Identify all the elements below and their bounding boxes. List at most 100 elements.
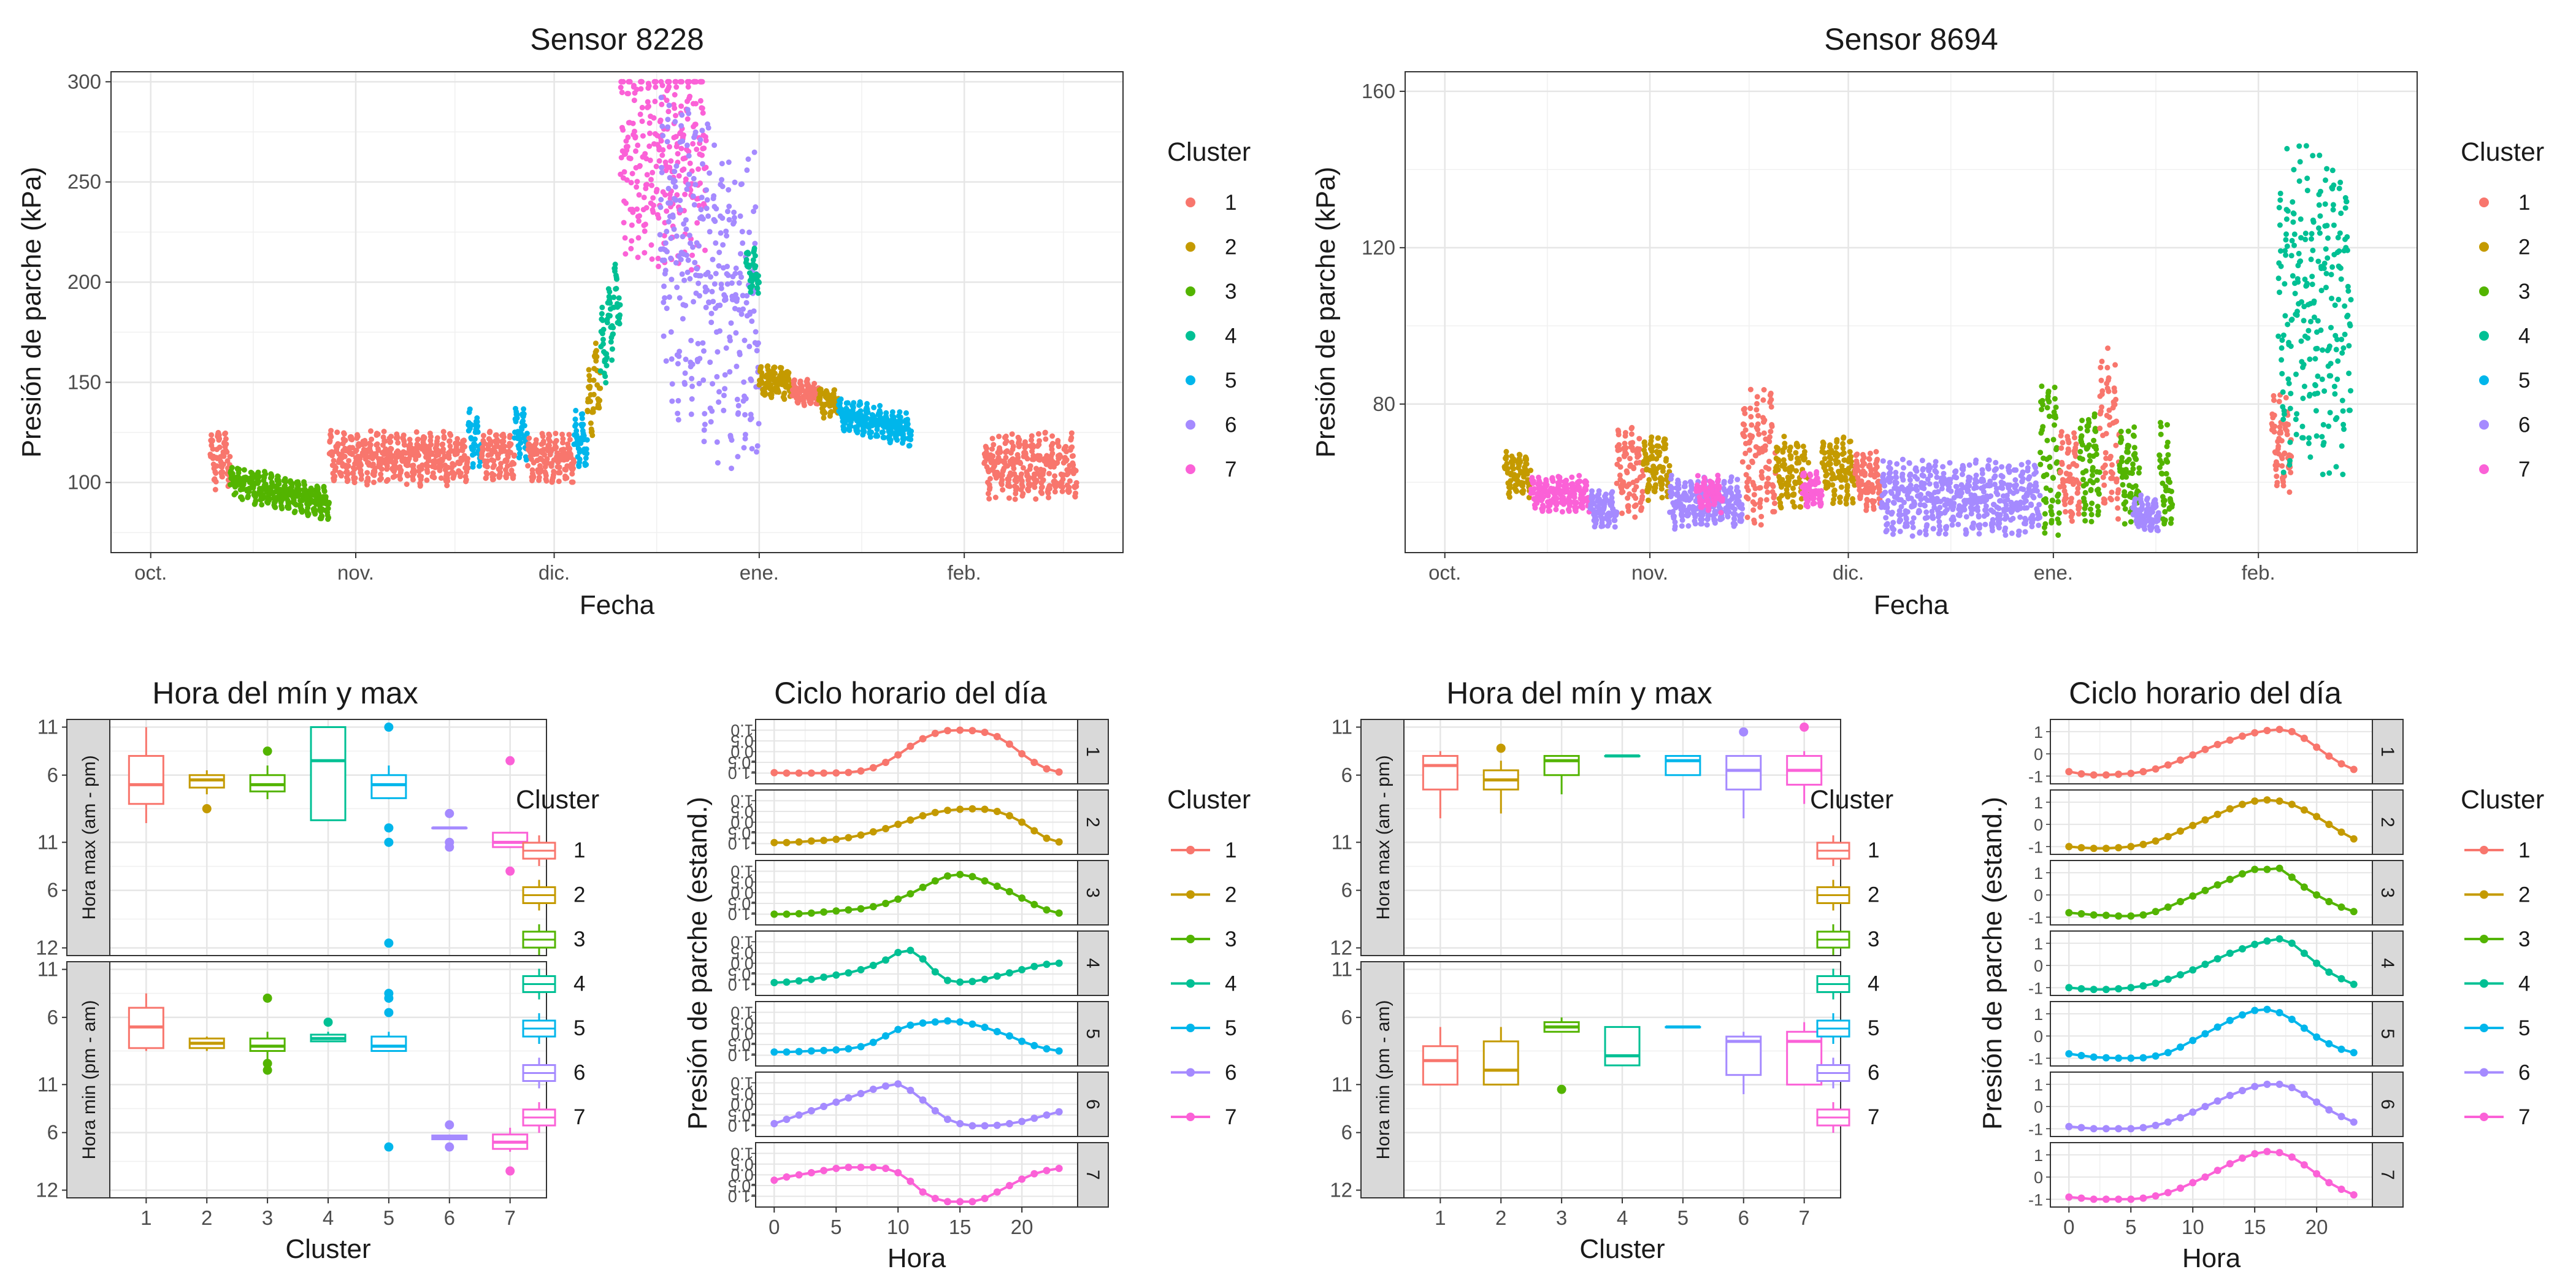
data-point-cluster-3: [2083, 502, 2089, 508]
data-point-cluster-2: [776, 389, 782, 395]
data-point-cluster-1: [328, 434, 334, 440]
data-point-cluster-6: [674, 285, 680, 290]
legend-key-2: [1186, 242, 1195, 252]
data-point-cluster-6: [702, 421, 708, 427]
data-point-cluster-5: [905, 416, 911, 423]
data-point-cluster-6: [2022, 529, 2028, 535]
data-point-cluster-1: [1619, 510, 1625, 516]
data-point-cluster-1: [1623, 445, 1629, 451]
data-point-cluster-2: [772, 370, 778, 377]
data-point-cluster-6: [714, 374, 720, 380]
data-point-cluster-6: [742, 412, 748, 418]
data-point-cluster-6: [717, 302, 723, 309]
data-point-cluster-6: [667, 294, 672, 300]
data-point-cluster-6: [686, 171, 692, 177]
data-point-cluster-1: [334, 429, 340, 435]
data-point-cluster-6: [1917, 508, 1922, 515]
data-point-cluster-1: [1623, 451, 1630, 457]
data-point-cluster-6: [668, 255, 674, 261]
data-point-cluster-2: [1663, 442, 1669, 448]
data-point-cluster-1: [1632, 514, 1638, 520]
legend-title: Cluster: [1167, 137, 1251, 167]
data-point-cluster-6: [2012, 477, 2018, 483]
data-point-cluster-6: [1976, 531, 1982, 537]
data-point-cluster-1: [1027, 463, 1033, 469]
data-point-cluster-7: [648, 177, 654, 183]
x-tick-label: dic.: [539, 561, 570, 584]
data-point-cluster-6: [664, 248, 670, 255]
data-point-cluster-2: [1655, 435, 1662, 441]
data-point-cluster-2: [1660, 464, 1666, 470]
data-point-cluster-5: [838, 396, 844, 402]
data-point-cluster-6: [694, 266, 700, 272]
data-point-cluster-1: [1758, 469, 1765, 475]
data-point-cluster-2: [597, 397, 603, 404]
data-point-cluster-1: [424, 469, 431, 475]
data-point-cluster-6: [702, 411, 708, 416]
data-point-cluster-1: [1052, 473, 1058, 479]
data-point-cluster-1: [1745, 488, 1751, 493]
data-point-cluster-1: [345, 471, 351, 477]
data-point-cluster-7: [640, 133, 646, 139]
data-point-cluster-1: [404, 481, 410, 487]
data-point-cluster-6: [1918, 492, 1924, 497]
data-point-cluster-7: [697, 180, 703, 186]
data-point-cluster-6: [2023, 518, 2029, 524]
data-point-cluster-6: [708, 310, 715, 316]
data-point-cluster-5: [905, 421, 911, 427]
data-point-cluster-7: [657, 117, 664, 123]
data-point-cluster-1: [1630, 440, 1636, 446]
data-point-cluster-1: [1625, 503, 1631, 509]
data-point-cluster-7: [1804, 504, 1811, 510]
data-point-cluster-1: [409, 445, 415, 451]
data-point-cluster-3: [2077, 425, 2083, 431]
data-point-cluster-1: [498, 461, 504, 467]
data-point-cluster-4: [617, 302, 623, 308]
data-point-cluster-6: [2037, 493, 2043, 499]
data-point-cluster-6: [745, 156, 751, 162]
data-point-cluster-6: [737, 351, 743, 358]
data-point-cluster-5: [468, 421, 474, 427]
data-point-cluster-1: [378, 471, 384, 477]
data-point-cluster-7: [625, 91, 631, 97]
data-point-cluster-7: [660, 147, 666, 153]
data-point-cluster-4: [607, 289, 613, 295]
data-point-cluster-1: [1006, 495, 1012, 501]
data-point-cluster-6: [692, 182, 699, 188]
data-point-cluster-1: [1039, 484, 1045, 490]
data-point-cluster-2: [1838, 484, 1844, 490]
data-point-cluster-2: [1792, 504, 1798, 510]
data-point-cluster-1: [987, 476, 993, 481]
data-point-cluster-2: [1824, 471, 1830, 477]
data-point-cluster-7: [651, 115, 657, 121]
data-point-cluster-6: [1961, 507, 1968, 513]
data-point-cluster-1: [1768, 397, 1774, 403]
data-point-cluster-6: [701, 439, 707, 445]
data-point-cluster-6: [722, 372, 728, 378]
x-tick-label: ene.: [740, 561, 779, 584]
data-point-cluster-1: [434, 435, 440, 441]
data-point-cluster-2: [828, 408, 834, 415]
data-point-cluster-6: [2020, 476, 2026, 481]
data-point-cluster-2: [1806, 459, 1812, 466]
data-point-cluster-6: [677, 295, 683, 301]
data-point-cluster-1: [1758, 497, 1763, 503]
data-point-cluster-1: [1633, 502, 1639, 508]
legend-label-3: 3: [1225, 280, 1236, 304]
data-point-cluster-6: [2009, 530, 2015, 536]
data-point-cluster-6: [1924, 522, 1930, 528]
data-point-cluster-7: [624, 144, 631, 150]
data-point-cluster-3: [319, 513, 325, 519]
data-point-cluster-1: [441, 435, 447, 441]
data-point-cluster-4: [756, 280, 762, 286]
data-point-cluster-6: [698, 207, 704, 213]
data-point-cluster-3: [2052, 385, 2058, 391]
data-point-cluster-4: [600, 326, 607, 332]
data-point-cluster-4: [610, 324, 616, 331]
data-point-cluster-1: [1750, 507, 1757, 513]
data-point-cluster-1: [511, 461, 517, 467]
y-tick-label: 100: [67, 471, 101, 494]
data-point-cluster-1: [1636, 453, 1642, 459]
data-point-cluster-3: [2079, 418, 2085, 423]
data-point-cluster-6: [1976, 514, 1982, 520]
